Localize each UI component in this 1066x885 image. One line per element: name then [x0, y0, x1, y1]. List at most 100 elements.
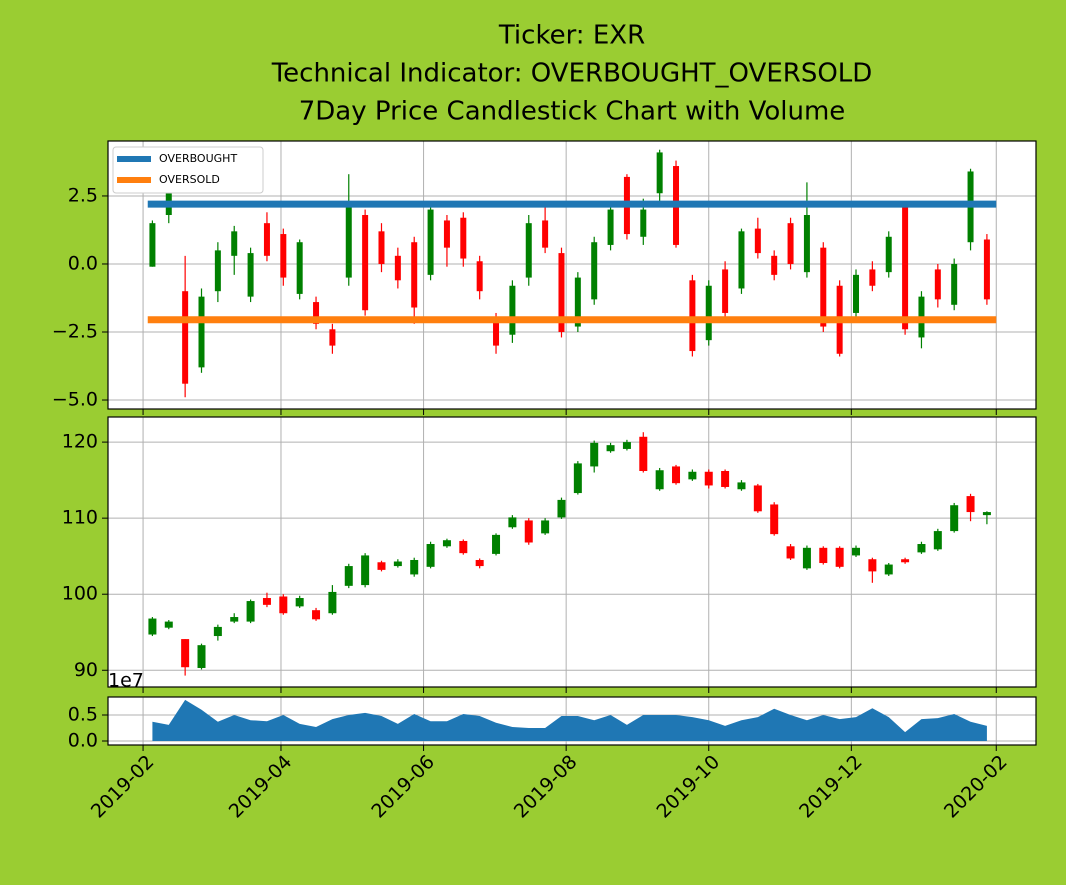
candle-body: [541, 520, 550, 534]
candle-body: [753, 485, 762, 512]
candle-body: [934, 269, 941, 300]
candle-body: [786, 546, 795, 559]
candle-body: [295, 598, 304, 607]
candle-body: [672, 466, 681, 484]
candle-body: [966, 496, 975, 513]
candle-body: [198, 296, 205, 368]
candle-body: [803, 215, 810, 273]
candle-body: [476, 261, 483, 292]
candle-body: [344, 566, 353, 586]
candle-body: [802, 547, 811, 569]
candle-body: [263, 223, 270, 256]
candle-body: [443, 220, 450, 248]
y-tick-label: 0.0: [68, 729, 98, 751]
candle-body: [738, 231, 745, 289]
candle-body: [329, 329, 336, 346]
candle-body: [557, 499, 566, 518]
candle-body: [230, 617, 239, 622]
candle-body: [362, 215, 369, 311]
candle-body: [950, 505, 959, 532]
candle-body: [688, 471, 697, 480]
plot-area: [108, 417, 1036, 687]
candle-body: [835, 547, 844, 567]
candle-body: [525, 223, 532, 278]
candle-body: [459, 540, 468, 554]
candle-body: [902, 206, 909, 330]
y-tick-label: −5.0: [52, 389, 98, 411]
candle-body: [378, 231, 385, 264]
plot-frame: [107, 140, 1037, 410]
candle-body: [361, 555, 370, 586]
candle-body: [574, 277, 581, 327]
candle-body: [426, 544, 435, 567]
candle-body: [197, 645, 206, 668]
plot-frame: [107, 416, 1037, 688]
legend-label: OVERSOLD: [159, 173, 220, 186]
y-tick-label: 100: [62, 583, 98, 605]
chart-title: Technical Indicator: OVERBOUGHT_OVERSOLD: [271, 59, 873, 89]
y-tick-label: 120: [62, 431, 98, 453]
chart-title: 7Day Price Candlestick Chart with Volume: [299, 97, 846, 127]
candle-body: [853, 274, 860, 313]
candle-body: [214, 250, 221, 292]
candle-body: [280, 234, 287, 278]
candle-body: [819, 547, 828, 564]
legend-label: OVERBOUGHT: [159, 152, 237, 165]
candle-body: [869, 269, 876, 286]
candle-body: [296, 242, 303, 294]
candle-body: [622, 442, 631, 449]
axis-offset-label: 1e7: [108, 670, 144, 692]
candle-body: [573, 463, 582, 494]
candle-body: [655, 470, 664, 490]
y-tick-label: 0.0: [68, 252, 98, 274]
candle-body: [983, 239, 990, 300]
candle-body: [460, 217, 467, 259]
candle-body: [181, 639, 190, 668]
candle-body: [262, 598, 271, 605]
candle-body: [901, 559, 910, 563]
candle-body: [394, 255, 401, 281]
candle-body: [704, 471, 713, 486]
candle-body: [591, 242, 598, 300]
candle-body: [689, 280, 696, 352]
candle-body: [606, 445, 615, 452]
candle-body: [231, 231, 238, 256]
plot-layer: Ticker: EXR Technical Indicator: OVERBOUG…: [52, 21, 1037, 823]
candle-body: [639, 436, 648, 471]
volume-area: [152, 699, 987, 741]
chart-title: Ticker: EXR: [498, 21, 645, 51]
candle-body: [721, 471, 730, 487]
candle-body: [149, 223, 156, 267]
candle-body: [148, 618, 157, 635]
candle-body: [852, 547, 861, 556]
y-tick-label: 110: [62, 507, 98, 529]
candle-body: [213, 626, 222, 637]
candle-body: [607, 209, 614, 245]
candle-body: [279, 596, 288, 614]
candle-body: [933, 531, 942, 550]
candle-body: [558, 253, 565, 333]
candle-body: [770, 504, 779, 535]
candle-body: [737, 482, 746, 490]
candle-body: [917, 544, 926, 553]
candle-body: [411, 242, 418, 308]
candle-body: [884, 564, 893, 575]
candle-body: [164, 621, 173, 628]
candle-body: [722, 269, 729, 313]
candle-body: [820, 247, 827, 327]
candle-body: [705, 285, 712, 341]
y-tick-label: 0.5: [68, 703, 98, 725]
candle-body: [313, 302, 320, 324]
candle-body: [393, 561, 402, 567]
candle-body: [475, 559, 484, 567]
candle-body: [492, 534, 501, 554]
y-tick-label: 2.5: [68, 184, 98, 206]
candle-body: [640, 209, 647, 237]
candle-body: [328, 591, 337, 614]
candle-body: [345, 204, 352, 278]
candle-body: [656, 152, 663, 194]
candle-body: [247, 253, 254, 297]
candle-body: [493, 318, 500, 346]
candle-body: [509, 285, 516, 335]
